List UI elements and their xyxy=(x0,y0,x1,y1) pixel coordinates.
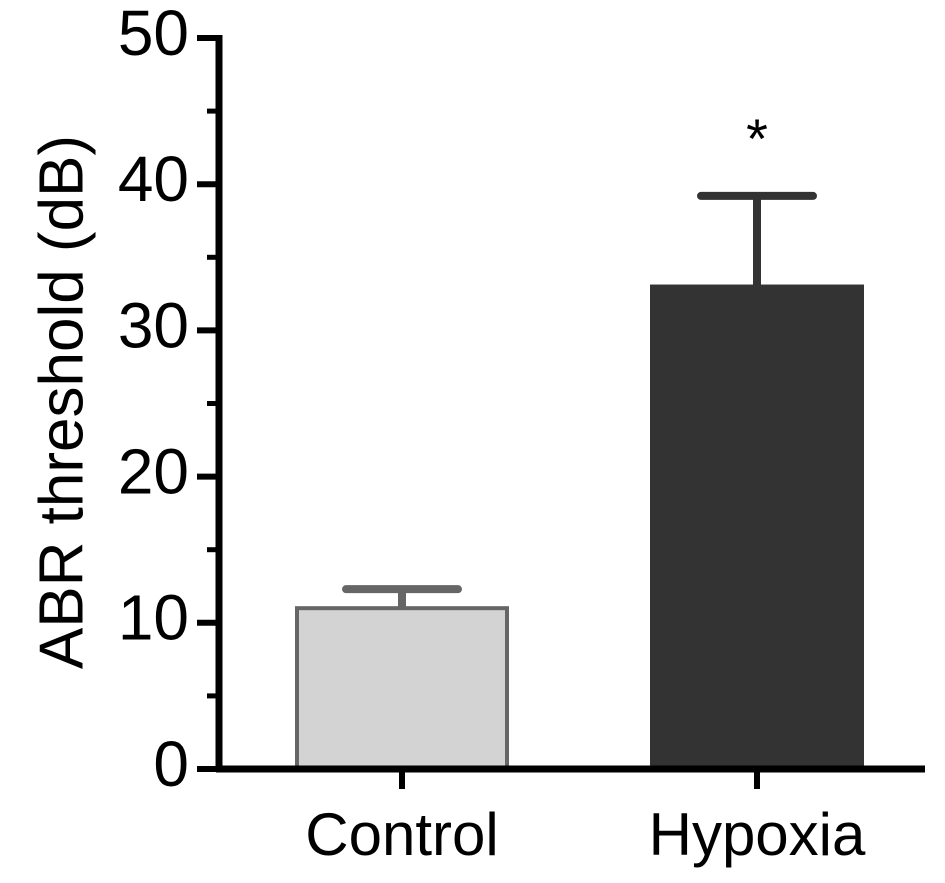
y-axis-ticks: 0 10 20 30 40 50 xyxy=(118,0,219,800)
x-tick-label-hypoxia: Hypoxia xyxy=(649,801,866,868)
bars-group: * xyxy=(295,107,864,771)
y-tick-label: 30 xyxy=(118,289,189,361)
y-axis-title: ABR threshold (dB) xyxy=(27,135,96,669)
x-tick-label-control: Control xyxy=(305,801,498,868)
bar-control xyxy=(295,606,509,771)
y-tick-label: 0 xyxy=(153,728,189,800)
y-tick-label: 50 xyxy=(118,0,189,69)
y-tick-label: 40 xyxy=(118,143,189,215)
y-tick-label: 20 xyxy=(118,436,189,508)
y-tick-label: 10 xyxy=(118,582,189,654)
axes-group xyxy=(215,35,925,789)
significance-mark-hypoxia: * xyxy=(746,107,768,170)
x-axis-labels: Control Hypoxia xyxy=(305,801,866,868)
bar-hypoxia xyxy=(650,284,864,771)
